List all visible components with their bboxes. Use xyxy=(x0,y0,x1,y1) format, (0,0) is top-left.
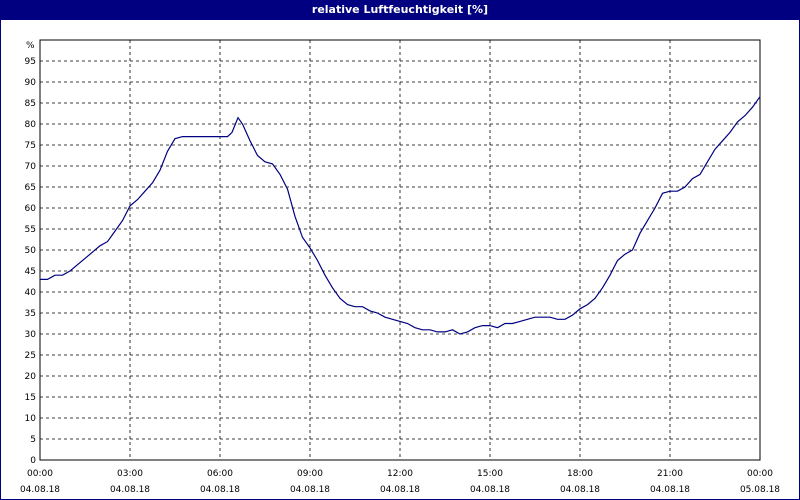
chart-title: relative Luftfeuchtigkeit [%] xyxy=(0,0,800,20)
y-tick-label: 45 xyxy=(25,267,36,277)
x-tick-date-label: 05.08.18 xyxy=(740,485,780,495)
y-tick-label: 55 xyxy=(25,225,36,235)
x-tick-time-label: 00:00 xyxy=(27,469,53,479)
x-tick-date-label: 04.08.18 xyxy=(200,485,240,495)
y-tick-label: 95 xyxy=(25,57,36,67)
y-tick-label: 70 xyxy=(25,162,37,172)
x-tick-date-label: 04.08.18 xyxy=(20,485,60,495)
x-tick-date-label: 04.08.18 xyxy=(470,485,510,495)
x-tick-time-label: 09:00 xyxy=(297,469,323,479)
x-tick-date-label: 04.08.18 xyxy=(650,485,690,495)
x-tick-date-label: 04.08.18 xyxy=(560,485,600,495)
y-tick-label: 5 xyxy=(30,435,36,445)
y-tick-label: 60 xyxy=(25,204,37,214)
x-tick-date-label: 04.08.18 xyxy=(380,485,420,495)
y-tick-label: 50 xyxy=(25,246,37,256)
x-tick-date-label: 04.08.18 xyxy=(290,485,330,495)
y-tick-label: 85 xyxy=(25,99,36,109)
plot-area-border xyxy=(39,39,761,461)
humidity-series-line xyxy=(40,96,761,335)
x-tick-date-label: 04.08.18 xyxy=(110,485,150,495)
y-tick-label: 75 xyxy=(25,141,36,151)
x-tick-time-label: 06:00 xyxy=(207,469,233,479)
y-tick-label: 10 xyxy=(25,414,37,424)
y-tick-label: 65 xyxy=(25,183,36,193)
y-tick-label: 90 xyxy=(25,78,37,88)
x-tick-time-label: 03:00 xyxy=(117,469,143,479)
y-tick-label: 40 xyxy=(25,288,37,298)
y-tick-label: 15 xyxy=(25,393,36,403)
x-tick-time-label: 18:00 xyxy=(567,469,593,479)
y-tick-label: 30 xyxy=(25,330,37,340)
y-tick-label: 35 xyxy=(25,309,36,319)
x-tick-time-label: 12:00 xyxy=(387,469,413,479)
y-tick-label: 0 xyxy=(30,456,36,466)
y-tick-label: 20 xyxy=(25,372,37,382)
y-axis-label: % xyxy=(26,41,35,51)
y-tick-label: 25 xyxy=(25,351,36,361)
y-tick-label: 80 xyxy=(25,120,37,130)
x-tick-time-label: 00:00 xyxy=(747,469,773,479)
x-tick-time-label: 21:00 xyxy=(657,469,683,479)
x-tick-time-label: 15:00 xyxy=(477,469,503,479)
